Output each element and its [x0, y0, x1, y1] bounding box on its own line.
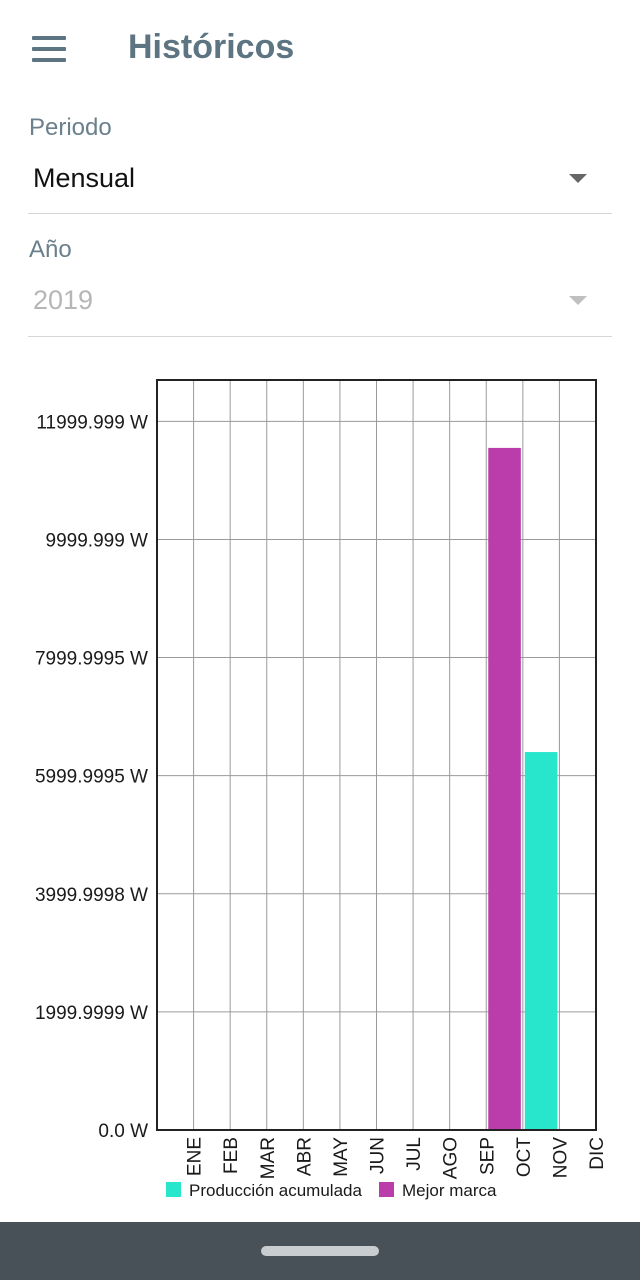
history-bar-chart: 0.0 W 1999.9999 W 3999.9998 W 5999.9995 W 79…: [35, 379, 608, 1200]
y-tick-label: 0.0 W: [98, 1121, 148, 1142]
year-select[interactable]: [28, 274, 612, 330]
system-navigation-bar: [0, 1222, 640, 1280]
y-tick-label: 3999.9998 W: [35, 885, 148, 906]
y-tick-label: 9999.999 W: [46, 530, 149, 551]
x-tick-label: NOV: [550, 1137, 571, 1179]
y-tick-label: 7999.9995 W: [35, 649, 148, 670]
x-tick-label: ABR: [294, 1137, 315, 1176]
legend-label: Mejor marca: [402, 1181, 497, 1200]
x-tick-label: MAR: [258, 1137, 279, 1179]
y-tick-label: 5999.9995 W: [35, 767, 148, 788]
y-tick-label: 11999.999 W: [36, 412, 148, 433]
period-divider: [28, 213, 612, 214]
x-tick-label: JUN: [368, 1137, 389, 1174]
x-tick-label: MAY: [331, 1137, 352, 1177]
x-tick-label: ENE: [185, 1137, 206, 1176]
plot-frame: [156, 379, 597, 1131]
year-value: 2019: [33, 285, 94, 315]
y-tick-label: 1999.9999 W: [35, 1003, 148, 1024]
x-tick-label: FEB: [221, 1137, 242, 1174]
x-tick-label: DIC: [587, 1137, 608, 1170]
x-tick-label: SEP: [477, 1137, 498, 1175]
app-bar: Históricos: [0, 0, 640, 100]
legend-label: Producción acumulada: [189, 1181, 362, 1200]
bar-oct: [488, 447, 521, 1130]
page-title: Históricos: [128, 28, 295, 66]
year-label: Año: [29, 236, 72, 263]
period-dropdown-arrow-icon[interactable]: [569, 174, 587, 183]
period-label: Periodo: [29, 114, 112, 141]
hamburger-menu-icon[interactable]: [32, 36, 66, 62]
bar-nov: [524, 752, 558, 1130]
home-gesture-handle[interactable]: [261, 1246, 379, 1256]
x-tick-label: JUL: [404, 1137, 425, 1171]
x-tick-label: AGO: [441, 1137, 462, 1179]
legend-swatch: [379, 1182, 394, 1197]
period-value: Mensual: [33, 163, 136, 193]
year-divider: [28, 336, 612, 337]
x-tick-label: OCT: [514, 1137, 535, 1178]
year-dropdown-arrow-icon[interactable]: [569, 296, 587, 305]
legend-swatch: [166, 1182, 181, 1197]
